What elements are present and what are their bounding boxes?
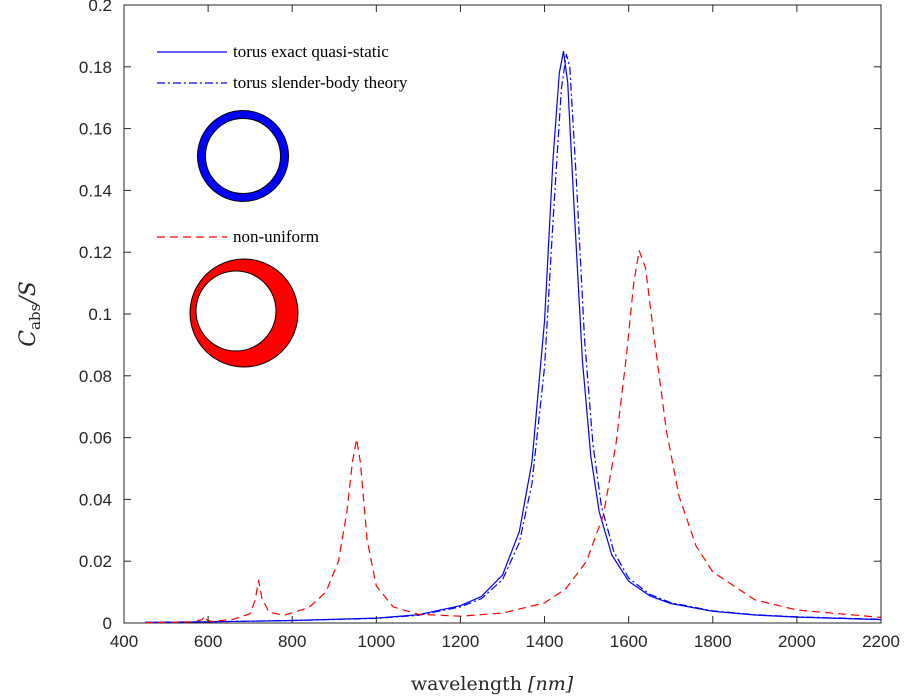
x-tick-label: 2200	[862, 632, 900, 651]
non-uniform-torus-inset	[189, 258, 299, 368]
x-tick-label: 1600	[610, 632, 648, 651]
x-tick-label: 600	[194, 632, 222, 651]
y-tick-label: 0.12	[79, 243, 112, 262]
ticks-layer: 400 600 800 1000 1200 1400 1600 1800 2000 2200 0 0.…	[79, 0, 900, 651]
legend-label-exact: torus exact quasi-static	[233, 42, 389, 61]
x-tick-label: 2000	[778, 632, 816, 651]
y-tick-label: 0.04	[79, 490, 112, 509]
series-line-1	[144, 50, 882, 623]
x-tick-label: 800	[278, 632, 306, 651]
y-axis-title: Cabs/S	[16, 281, 44, 347]
y-tick-label: 0.1	[88, 305, 112, 324]
legend-label-nonuniform: non-uniform	[233, 227, 319, 246]
y-tick-label: 0.18	[79, 58, 112, 77]
y-tick-label: 0	[103, 614, 112, 633]
y-tick-label: 0.08	[79, 367, 112, 386]
series-layer	[144, 50, 882, 624]
uniform-torus-inset	[197, 110, 289, 202]
x-axis-title: wavelength [nm]	[411, 673, 574, 695]
y-tick-label: 0.06	[79, 429, 112, 448]
y-tick-label: 0.16	[79, 120, 112, 139]
x-tick-label: 1000	[357, 632, 395, 651]
non-uniform-torus-hole	[195, 270, 277, 352]
series-line-2	[144, 53, 882, 623]
y-tick-label: 0.2	[88, 0, 112, 15]
x-tick-label: 1200	[442, 632, 480, 651]
y-tick-label: 0.14	[79, 181, 112, 200]
y-tick-label: 0.02	[79, 552, 112, 571]
x-tick-label: 1800	[694, 632, 732, 651]
legend: torus exact quasi-static torus slender-b…	[157, 42, 408, 246]
legend-label-slender: torus slender-body theory	[233, 73, 408, 92]
series-line-3	[144, 250, 882, 624]
uniform-torus-hole	[205, 118, 281, 194]
x-tick-label: 400	[110, 632, 138, 651]
x-tick-label: 1400	[526, 632, 564, 651]
